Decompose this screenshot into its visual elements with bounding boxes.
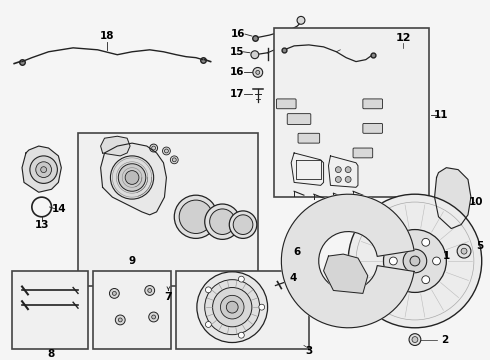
Circle shape <box>213 288 252 327</box>
Circle shape <box>390 257 397 265</box>
Circle shape <box>197 272 268 342</box>
Text: 3: 3 <box>305 346 313 356</box>
FancyBboxPatch shape <box>276 99 296 109</box>
Text: 8: 8 <box>47 349 54 359</box>
FancyBboxPatch shape <box>298 133 319 143</box>
Bar <box>78 133 258 285</box>
Text: 11: 11 <box>434 110 449 120</box>
Circle shape <box>233 215 253 234</box>
Circle shape <box>226 301 238 313</box>
Circle shape <box>205 287 211 293</box>
FancyBboxPatch shape <box>353 148 373 158</box>
Bar <box>93 271 172 350</box>
Circle shape <box>150 144 158 152</box>
Bar <box>176 271 309 350</box>
Text: 10: 10 <box>468 197 483 207</box>
Text: 17: 17 <box>230 89 245 99</box>
Text: 4: 4 <box>290 273 297 283</box>
Circle shape <box>171 156 178 164</box>
Circle shape <box>335 167 341 172</box>
FancyBboxPatch shape <box>363 123 383 133</box>
Circle shape <box>109 288 119 298</box>
Circle shape <box>205 321 211 328</box>
Circle shape <box>125 171 139 184</box>
Circle shape <box>148 288 152 292</box>
Circle shape <box>239 276 245 282</box>
Circle shape <box>259 304 265 310</box>
Circle shape <box>115 315 125 325</box>
Polygon shape <box>22 146 61 192</box>
Circle shape <box>112 292 116 295</box>
Circle shape <box>152 315 156 319</box>
Circle shape <box>251 51 259 59</box>
Circle shape <box>30 156 57 183</box>
Circle shape <box>239 332 245 338</box>
Polygon shape <box>435 168 471 229</box>
Circle shape <box>412 337 418 342</box>
FancyBboxPatch shape <box>363 99 383 109</box>
Text: 7: 7 <box>165 292 172 302</box>
Circle shape <box>145 285 155 295</box>
Text: 16: 16 <box>231 29 245 39</box>
Text: 5: 5 <box>476 241 483 251</box>
Circle shape <box>461 248 467 254</box>
Circle shape <box>149 312 159 322</box>
Circle shape <box>297 17 305 24</box>
Text: 2: 2 <box>441 334 448 345</box>
Circle shape <box>345 167 351 172</box>
Polygon shape <box>100 143 167 215</box>
FancyBboxPatch shape <box>287 114 311 125</box>
Circle shape <box>403 249 427 273</box>
Polygon shape <box>281 194 414 328</box>
Text: 6: 6 <box>294 247 301 257</box>
Circle shape <box>163 147 171 155</box>
Circle shape <box>256 71 260 75</box>
Circle shape <box>220 295 244 319</box>
Circle shape <box>118 164 146 191</box>
Circle shape <box>205 280 260 335</box>
Circle shape <box>36 162 51 177</box>
Polygon shape <box>100 136 130 156</box>
Circle shape <box>165 149 169 153</box>
Circle shape <box>172 158 176 162</box>
Circle shape <box>422 276 430 284</box>
Bar <box>274 28 429 197</box>
Circle shape <box>205 204 240 239</box>
Polygon shape <box>328 156 358 187</box>
Circle shape <box>41 167 47 172</box>
Text: 13: 13 <box>34 220 49 230</box>
Circle shape <box>152 146 156 150</box>
Circle shape <box>110 156 154 199</box>
Polygon shape <box>323 254 368 293</box>
Polygon shape <box>291 153 323 185</box>
Polygon shape <box>296 160 320 180</box>
Circle shape <box>345 176 351 183</box>
Circle shape <box>174 195 218 238</box>
Circle shape <box>179 200 213 234</box>
Circle shape <box>433 257 441 265</box>
Circle shape <box>210 209 235 234</box>
Circle shape <box>409 334 421 346</box>
Circle shape <box>335 176 341 183</box>
Circle shape <box>118 318 122 322</box>
Text: 9: 9 <box>128 256 136 266</box>
Text: 15: 15 <box>230 47 245 57</box>
Circle shape <box>400 238 408 246</box>
Circle shape <box>422 238 430 246</box>
Circle shape <box>253 67 263 77</box>
Circle shape <box>348 194 482 328</box>
Text: 18: 18 <box>100 31 115 41</box>
Circle shape <box>229 211 257 238</box>
Circle shape <box>457 244 471 258</box>
Circle shape <box>400 276 408 284</box>
Circle shape <box>384 230 446 292</box>
Text: 14: 14 <box>52 204 67 214</box>
Text: 12: 12 <box>395 33 411 43</box>
Circle shape <box>410 256 420 266</box>
Text: 16: 16 <box>230 67 245 77</box>
Text: 1: 1 <box>443 251 450 261</box>
Bar <box>12 271 88 350</box>
